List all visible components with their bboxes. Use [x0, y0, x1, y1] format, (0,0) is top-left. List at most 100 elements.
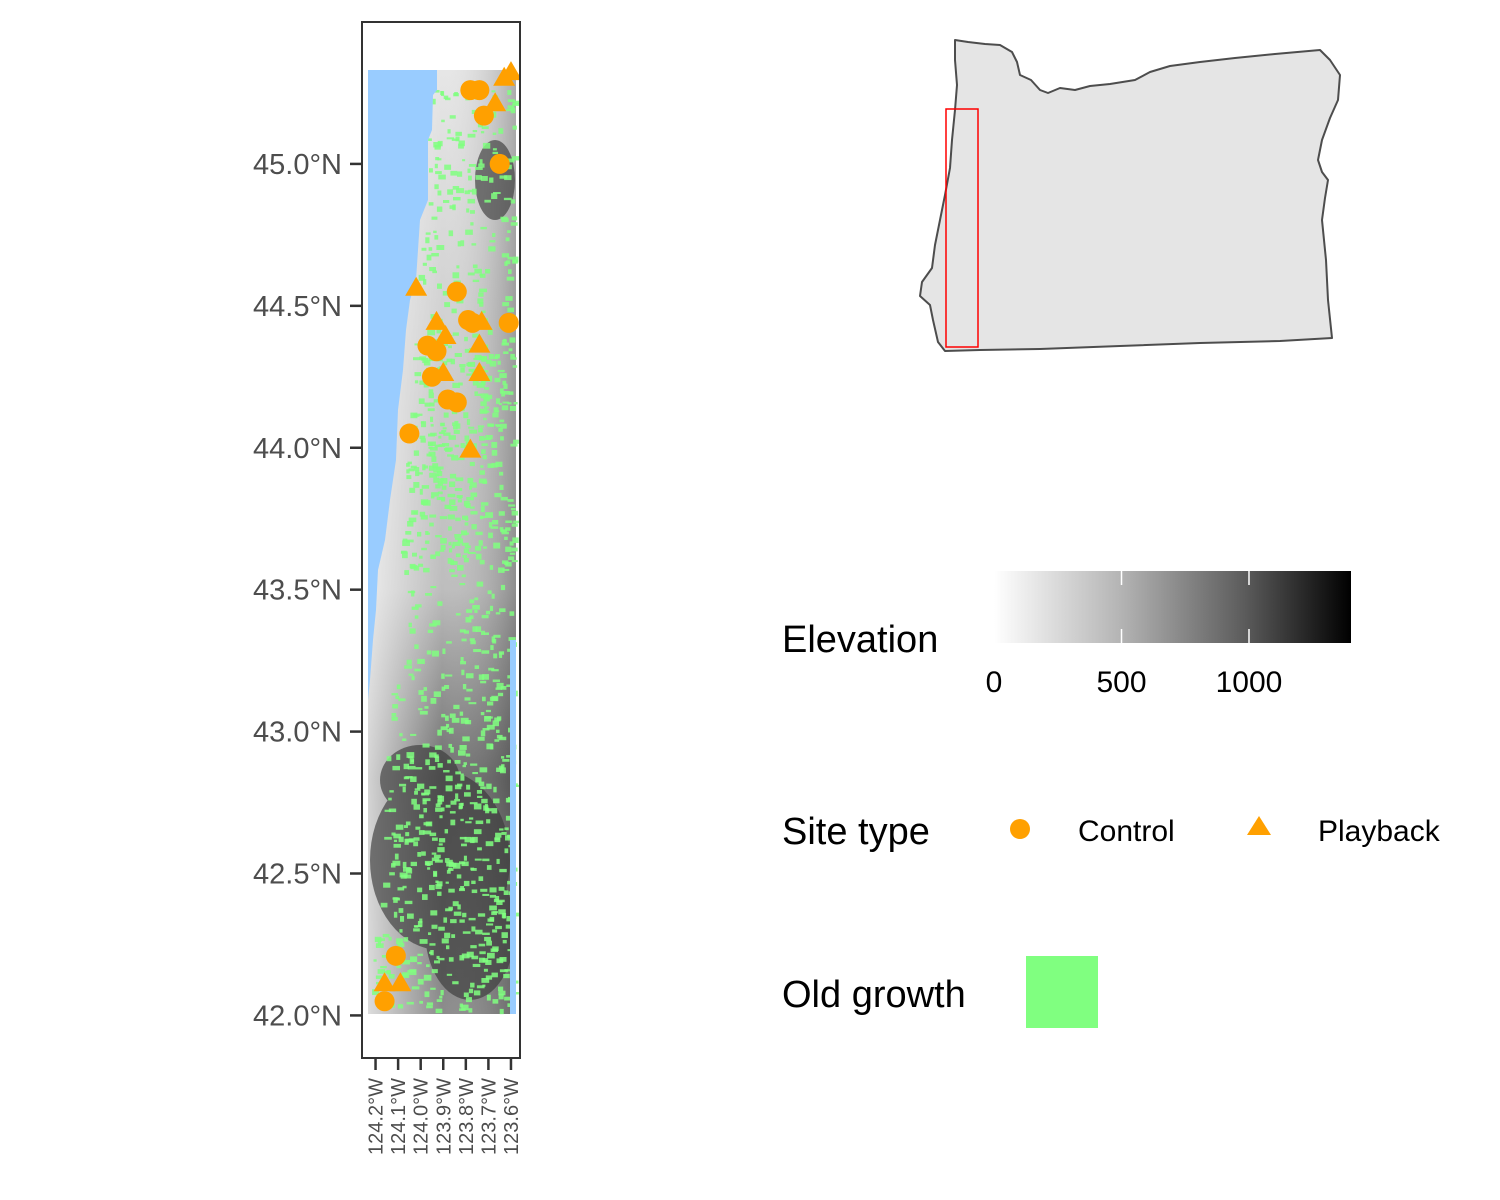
old-growth-patch [425, 759, 430, 766]
lon-tick-label: 124.1°W [388, 1078, 410, 1155]
old-growth-patch [503, 890, 509, 896]
old-growth-patch [486, 819, 491, 824]
old-growth-patch [478, 428, 483, 433]
old-growth-patch [506, 916, 512, 922]
old-growth-patch [388, 974, 395, 979]
old-growth-patch [473, 649, 482, 653]
old-growth-patch [481, 310, 486, 314]
old-growth-patch [388, 797, 392, 801]
old-growth-patch [472, 279, 480, 283]
old-growth-patch [475, 553, 482, 560]
old-growth-patch [485, 269, 491, 274]
old-growth-patch [399, 929, 403, 933]
old-growth-patch [510, 443, 518, 447]
old-growth-patch [501, 390, 505, 397]
old-growth-patch [429, 402, 435, 407]
old-growth-patch [496, 682, 504, 689]
old-growth-patch [415, 826, 421, 830]
old-growth-patch [448, 548, 453, 553]
old-growth-patch [464, 190, 470, 195]
old-growth-patch [413, 925, 422, 928]
old-growth-patch [494, 424, 501, 427]
old-growth-patch [419, 488, 423, 495]
main-map-panel: 45.0°N 44.5°N 44.0°N 43.5°N 43.0°N 42.5°N 42.0… [253, 21, 523, 1155]
old-growth-patch [442, 443, 450, 447]
old-growth-patch [448, 957, 454, 962]
old-growth-patch [506, 684, 511, 687]
old-growth-patch [496, 958, 504, 964]
old-growth-patch [499, 175, 508, 179]
old-growth-patch [431, 924, 438, 929]
old-growth-patch [507, 158, 515, 163]
old-growth-patch [477, 736, 485, 741]
old-growth-patch [418, 274, 426, 281]
old-growth-patch [468, 368, 476, 372]
old-growth-patch [470, 867, 475, 871]
old-growth-patch [489, 894, 497, 898]
old-growth-patch [472, 333, 479, 338]
old-growth-patch [428, 451, 436, 457]
old-growth-patch [513, 439, 519, 444]
old-growth-patch [507, 307, 514, 313]
old-growth-patch [429, 168, 433, 173]
old-growth-patch [442, 427, 447, 430]
old-growth-patch [468, 917, 476, 921]
old-growth-patch [489, 177, 494, 183]
old-growth-patch [418, 708, 423, 711]
old-growth-patch [491, 972, 498, 978]
old-growth-patch [417, 978, 424, 985]
old-growth-patch [436, 955, 440, 960]
ocean-area [368, 70, 437, 700]
old-growth-patch [444, 932, 451, 939]
old-growth-patch [457, 783, 463, 787]
old-growth-patch [495, 687, 503, 690]
old-growth-patch [451, 455, 459, 461]
elevation-tick-label: 500 [1096, 666, 1146, 699]
old-growth-patch [498, 986, 504, 992]
old-growth-patch [505, 924, 511, 929]
old-growth-patch [456, 265, 460, 269]
old-growth-patch [460, 443, 465, 448]
old-growth-patch [407, 461, 412, 465]
old-growth-patch [472, 772, 478, 775]
old-growth-patch [489, 360, 497, 367]
old-growth-patch [486, 994, 491, 1001]
old-growth-patch [494, 356, 499, 360]
old-growth-patch [480, 176, 488, 181]
old-growth-patch [470, 222, 474, 226]
old-growth-patch [388, 808, 397, 813]
old-growth-patch [436, 881, 443, 887]
old-growth-patch [425, 862, 430, 866]
old-growth-patch [503, 383, 508, 389]
old-growth-patch [470, 210, 475, 214]
old-growth-patch [468, 189, 474, 193]
old-growth-patch [380, 902, 388, 908]
old-growth-patch [399, 733, 403, 737]
old-growth-patch [445, 775, 453, 782]
old-growth-patch [474, 597, 479, 601]
old-growth-patch [470, 511, 478, 515]
old-growth-patch [462, 765, 467, 768]
old-growth-patch [493, 542, 501, 549]
old-growth-patch [384, 836, 392, 840]
old-growth-patch [438, 431, 445, 435]
old-growth-patch [477, 298, 484, 304]
old-growth-patch [465, 821, 472, 824]
playback-key-label: Playback [1318, 815, 1441, 848]
old-growth-patch [414, 644, 419, 649]
old-growth-patch [408, 756, 414, 759]
old-growth-patch [450, 747, 454, 753]
old-growth-patch [497, 692, 504, 697]
old-growth-patch [463, 880, 470, 887]
old-growth-patch [501, 686, 507, 690]
old-growth-patch [398, 908, 404, 913]
control-site-marker [489, 153, 510, 174]
old-growth-patch [423, 359, 431, 366]
old-growth-patch [513, 402, 518, 405]
old-growth-patch [455, 131, 462, 136]
latitude-axis: 45.0°N 44.5°N 44.0°N 43.5°N 43.0°N 42.5°N 42.0… [253, 149, 362, 1032]
old-growth-patch [455, 537, 461, 540]
old-growth-patch [435, 807, 443, 812]
old-growth-patch [503, 197, 512, 201]
old-growth-patch [493, 634, 501, 638]
